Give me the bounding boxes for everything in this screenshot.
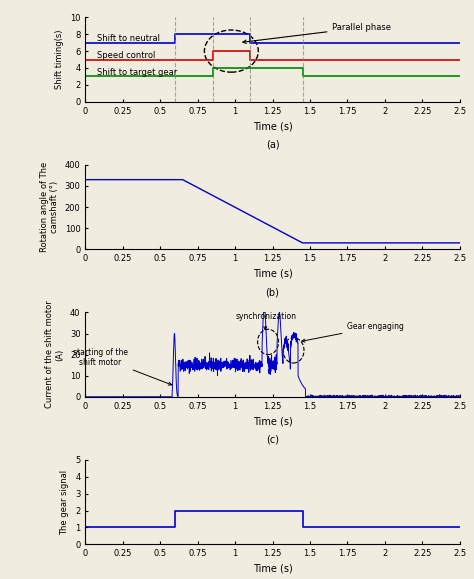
Text: synchronization: synchronization [235, 312, 296, 329]
X-axis label: Time (s): Time (s) [253, 564, 292, 574]
Text: (c): (c) [266, 435, 279, 445]
Text: Speed control: Speed control [97, 51, 155, 60]
Text: (a): (a) [266, 140, 279, 149]
Text: Parallel phase: Parallel phase [243, 23, 392, 43]
Y-axis label: Current of the shift motor
(A): Current of the shift motor (A) [45, 301, 64, 408]
X-axis label: Time (s): Time (s) [253, 121, 292, 131]
Y-axis label: Shift timing(s): Shift timing(s) [55, 30, 64, 89]
X-axis label: Time (s): Time (s) [253, 269, 292, 278]
Y-axis label: The gear signal: The gear signal [61, 470, 70, 534]
Text: Shift to neutral: Shift to neutral [97, 34, 160, 43]
Text: (b): (b) [265, 287, 280, 297]
X-axis label: Time (s): Time (s) [253, 416, 292, 426]
Text: Gear engaging: Gear engaging [302, 323, 404, 342]
Y-axis label: Rotation angle of The
camshaft (°): Rotation angle of The camshaft (°) [40, 162, 59, 252]
Text: Shift to target gear: Shift to target gear [97, 68, 178, 76]
Text: starting of the
shift motor: starting of the shift motor [73, 348, 172, 385]
